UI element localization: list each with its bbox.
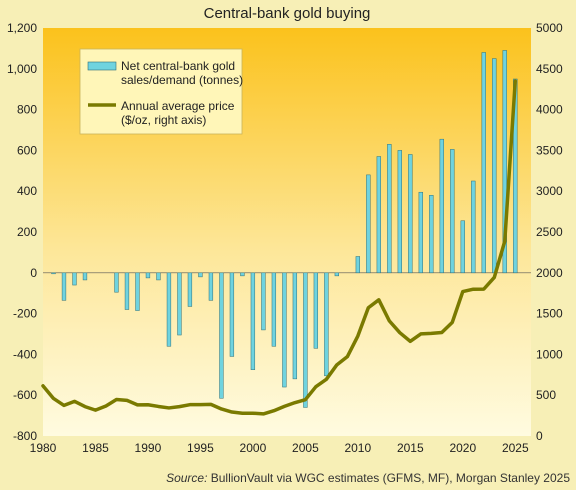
x-tick-label: 2015: [397, 441, 424, 455]
right-tick-label: 0: [536, 429, 543, 443]
bar-2006: [313, 272, 319, 349]
source-label: Source:: [166, 471, 207, 485]
bar-2002: [271, 272, 277, 347]
bar-2021: [471, 180, 476, 274]
left-tick-label: 1,000: [7, 62, 37, 76]
right-tick-label: 500: [536, 388, 556, 402]
x-tick-label: 2000: [240, 441, 267, 455]
bar-1995: [198, 272, 203, 278]
right-tick-label: 2500: [536, 225, 563, 239]
bar-1998: [229, 272, 235, 357]
bar-1989: [135, 272, 140, 311]
bar-2015: [408, 154, 413, 274]
bar-series: [51, 50, 518, 408]
x-tick-label: 1985: [82, 441, 109, 455]
source-note: Source: BullionVault via WGC estimates (…: [166, 471, 570, 485]
x-tick-label: 2020: [449, 441, 476, 455]
bar-1990: [145, 272, 151, 279]
x-tick-label: 2010: [344, 441, 371, 455]
bar-1996: [208, 272, 214, 301]
bar-1999: [240, 272, 245, 277]
bar-2018: [439, 138, 444, 274]
bar-2005: [303, 272, 308, 408]
left-axis-ticks: -800 -600 -400 -200 0 200 400 600 800 1,000 1,200: [7, 21, 37, 443]
bar-1997: [219, 272, 224, 399]
left-tick-label: -600: [13, 388, 37, 402]
bar-1988: [124, 272, 130, 310]
chart-title: Central-bank gold buying: [204, 5, 371, 22]
bar-1984: [82, 272, 88, 281]
right-tick-label: 4500: [536, 62, 563, 76]
price-line: [41, 79, 518, 416]
bar-2013: [387, 144, 392, 274]
source-text: BullionVault via WGC estimates (GFMS, MF…: [207, 471, 570, 485]
bar-2017: [429, 195, 434, 274]
x-tick-label: 1990: [135, 441, 162, 455]
bar-2024: [502, 50, 507, 274]
bar-1982: [61, 272, 67, 301]
bar-2012: [376, 156, 381, 274]
bar-2010: [355, 256, 360, 274]
left-tick-label: -800: [13, 429, 37, 443]
bar-2014: [397, 150, 402, 274]
right-tick-label: 3500: [536, 143, 563, 157]
bar-2011: [366, 174, 371, 274]
bar-2016: [418, 191, 423, 274]
right-axis-ticks: 0 500 1000 1500 2000 2500 3000 3500 4000 4500 5000: [536, 21, 563, 443]
bar-2023: [492, 58, 497, 274]
left-tick-label: -400: [13, 347, 37, 361]
right-tick-label: 5000: [536, 21, 563, 35]
legend-bar-swatch: [87, 61, 117, 71]
x-tick-label: 2025: [502, 441, 529, 455]
left-tick-label: 200: [17, 225, 37, 239]
bar-2007: [324, 272, 329, 377]
bar-2020: [460, 220, 465, 274]
legend: Net central-bank gold sales/demand (tonn…: [79, 48, 243, 135]
right-tick-label: 1000: [536, 347, 563, 361]
x-axis-ticks: 1980 1985 1990 1995 2000 2005 2010 2015 2020 2025: [30, 441, 529, 455]
left-tick-label: 1,200: [7, 21, 37, 35]
left-tick-label: 800: [17, 103, 37, 117]
bar-2004: [292, 272, 298, 380]
legend-bar-label-line1: Net central-bank gold: [121, 59, 235, 73]
right-tick-label: 1500: [536, 307, 563, 321]
bar-2000: [250, 272, 256, 370]
left-tick-label: 400: [17, 184, 37, 198]
bar-2022: [481, 52, 486, 274]
bar-2001: [261, 272, 266, 331]
x-tick-label: 1980: [30, 441, 57, 455]
bar-2025: [513, 78, 518, 274]
right-tick-label: 4000: [536, 103, 563, 117]
left-tick-label: 600: [17, 143, 37, 157]
bar-1987: [114, 272, 119, 293]
bar-1991: [156, 272, 161, 281]
left-tick-label: -200: [13, 307, 37, 321]
bar-1992: [166, 272, 172, 347]
bar-2008: [334, 272, 340, 277]
price-line-series: [41, 79, 518, 416]
legend-line-label-line1: Annual average price: [121, 99, 235, 113]
bar-1981: [51, 272, 56, 275]
right-tick-label: 3000: [536, 184, 563, 198]
bar-2003: [282, 272, 287, 388]
right-tick-label: 2000: [536, 266, 563, 280]
legend-bar-label-line2: sales/demand (tonnes): [121, 73, 243, 87]
left-tick-label: 0: [30, 266, 37, 280]
bar-1994: [187, 272, 193, 307]
x-tick-label: 1995: [187, 441, 214, 455]
bar-1993: [177, 272, 182, 336]
x-tick-label: 2005: [292, 441, 319, 455]
bar-1983: [72, 272, 77, 286]
bar-2019: [450, 149, 455, 274]
legend-line-label-line2: ($/oz, right axis): [121, 113, 206, 127]
